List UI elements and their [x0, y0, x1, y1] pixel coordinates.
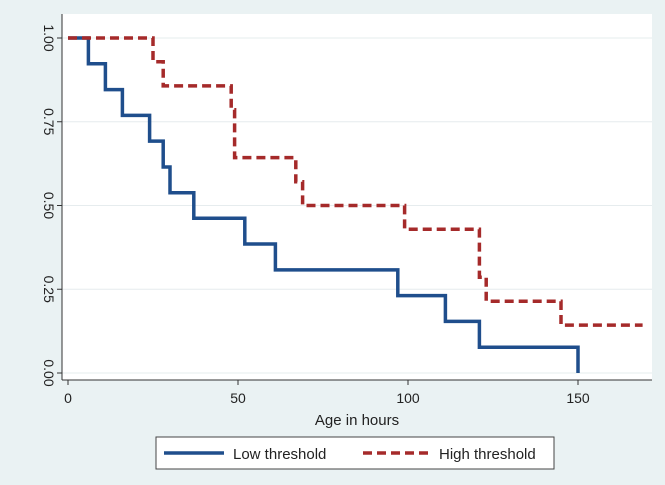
x-tick-label: 0 [64, 390, 72, 406]
legend: Low threshold High threshold [155, 436, 555, 470]
legend-label-low: Low threshold [233, 446, 326, 463]
y-tick-label: 1.00 [41, 24, 57, 51]
ticks: 0.00 0.25 0.50 0.75 1.00 0 50 100 150 [41, 24, 590, 406]
series-line-high-threshold [68, 36, 643, 327]
y-tick-label: 0.75 [41, 108, 57, 135]
x-axis-title: Age in hours [315, 412, 399, 429]
legend-label-high: High threshold [439, 446, 536, 463]
x-tick-label: 50 [230, 390, 246, 406]
x-tick-label: 100 [396, 390, 420, 406]
plot-area [62, 14, 652, 380]
series-line-low-threshold [68, 36, 580, 373]
series [68, 36, 643, 373]
x-tick-label: 150 [566, 390, 590, 406]
y-tick-label: 0.50 [41, 192, 57, 219]
axes [61, 14, 652, 381]
y-tick-label: 0.00 [41, 359, 57, 386]
y-tick-label: 0.25 [41, 276, 57, 303]
